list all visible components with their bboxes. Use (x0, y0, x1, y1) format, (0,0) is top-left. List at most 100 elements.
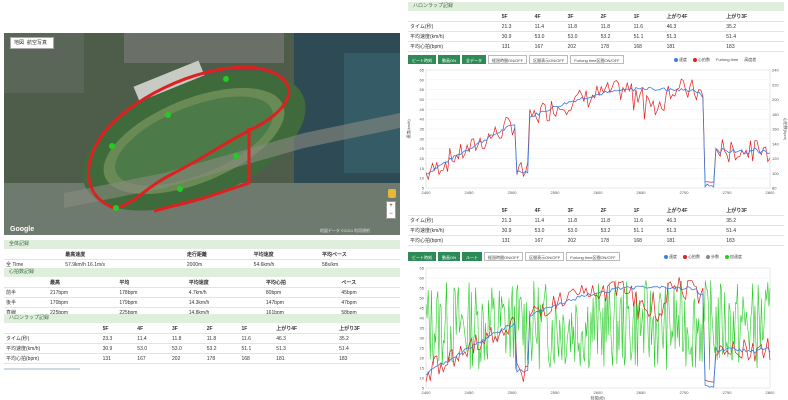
x-tick-label: 2400 (422, 190, 432, 195)
chart2-tab-section[interactable]: 区間表示ON/OFF (525, 252, 565, 261)
satellite-tab[interactable]: 航空写真 (27, 40, 48, 46)
chart1-tab-furlong[interactable]: Furlong time区間ON/OFF (570, 55, 624, 64)
chart2-tab-beat[interactable]: ビート時刻 (408, 252, 436, 261)
y-tick-label: 45 (420, 107, 425, 112)
pegman-icon[interactable] (388, 189, 396, 198)
x-tick-label: 2750 (723, 390, 733, 395)
legend-item: 高度差 (744, 57, 757, 62)
y-tick-label: 15 (420, 166, 425, 171)
x-tick-label: 2400 (422, 390, 432, 395)
y-tick-label: 30 (420, 336, 425, 341)
x-axis-label: 時間(秒) (591, 395, 606, 400)
x-tick-label: 2450 (465, 190, 475, 195)
chart1-tab-video[interactable]: 動画ON (438, 55, 460, 64)
x-tick-label: 2600 (594, 190, 604, 195)
y-tick-label: 45 (420, 306, 425, 311)
x-tick-label: 2800 (766, 190, 776, 195)
table-header-row: 5F 4F 3F 2F 1F 上がり4F 上がり3F (408, 12, 784, 22)
y2-tick-label: 220 (772, 82, 779, 87)
chart2-tab-elapsed[interactable]: 経過時間ON/OFF (484, 252, 524, 261)
chart1-tab-elapsed[interactable]: 経過時間ON/OFF (488, 55, 528, 64)
zoom-in-button[interactable]: + (389, 203, 393, 209)
y-tick-label: 55 (420, 87, 425, 92)
y2-tick-label: 120 (772, 156, 779, 161)
chart2-tab-furlong[interactable]: Furlong time区間ON/OFF (566, 252, 620, 261)
speed-heart-chart[interactable]: 65 60 55 50 45 40 35 30 25 20 15 10 5 240 220 200 180 160… (404, 64, 788, 200)
x-tick-label: 2500 (508, 190, 518, 195)
table-row: タイム(秒) 23.3 11.4 11.8 11.8 11.6 46.3 35.2 (4, 333, 400, 344)
google-logo: Google (10, 226, 35, 233)
y2-tick-label: 100 (772, 171, 779, 176)
chart1-tabs: ビート時刻 動画ON 全データ 経過時間ON/OFF 区間表示ON/OFF Fu… (408, 55, 624, 64)
y-tick-label: 60 (420, 77, 425, 82)
lap-title: ハロンラップ記録 (4, 314, 400, 323)
map-type-toggle[interactable]: 地図 航空写真 (10, 37, 55, 49)
x-tick-label: 2650 (637, 390, 647, 395)
table-row: 平均心拍(bpm) 131 167 202 178 168 181 183 (408, 41, 784, 52)
y-tick-label: 15 (420, 366, 425, 371)
y-tick-label: 10 (420, 376, 425, 381)
legend-item: 心拍数 (683, 254, 700, 260)
y-tick-label: 35 (420, 326, 425, 331)
x-tick-label: 2550 (551, 190, 561, 195)
zoom-control[interactable]: + − (386, 201, 396, 219)
chart2-tab-video[interactable]: 動画ON (438, 252, 460, 261)
chart1-tab-section[interactable]: 区間表示ON/OFF (529, 55, 569, 64)
y-tick-label: 50 (420, 97, 425, 102)
legend-item: 速度 (664, 254, 677, 260)
legend-item: 心拍数 (693, 57, 710, 63)
table-row: タイム(秒) 21.3 11.4 11.8 11.8 11.6 46.3 35.2 (408, 21, 784, 32)
scrollbar[interactable] (4, 368, 80, 370)
chart2-legend: 速度 心拍数 歩数 加速度 (664, 254, 742, 260)
chart1-legend: 速度 心拍数 Furlong time 高度差 (674, 57, 756, 63)
series-line-heart-rate (425, 277, 771, 383)
table-row: 平均速度(km/h) 30.9 53.0 53.0 53.2 51.1 51.3 51.4 (408, 31, 784, 42)
y-tick-label: 5 (422, 186, 425, 191)
y2-axis-label: 心拍数(bpm) (783, 118, 788, 141)
chart2-tabs: ビート時刻 動画ON ルート 経過時間ON/OFF 区間表示ON/OFF Fur… (408, 252, 620, 261)
table-row: 平均速度(km/h) 30.9 53.0 53.0 53.2 51.1 51.3 51.4 (4, 343, 400, 354)
chart2-tab-route[interactable]: ルート (462, 252, 482, 261)
table-row: 前半 217bpm 178bpm 4.7km/h 80bpm 45bpm (4, 287, 400, 298)
gps-track (87, 65, 291, 213)
series-line-speed (425, 285, 771, 388)
table-row: タイム(秒) 21.3 11.4 11.8 11.8 11.6 46.3 35.2 (408, 215, 784, 226)
legend-item: 歩数 (706, 254, 719, 260)
summary-title: 全体記録 (4, 240, 400, 249)
zoom-out-button[interactable]: − (389, 211, 393, 217)
chart1-tab-beat[interactable]: ビート時刻 (408, 55, 436, 64)
y-tick-label: 40 (420, 316, 425, 321)
map-footer: 地図データ ©2024 利用規約 (319, 228, 370, 233)
map-tab[interactable]: 地図 (14, 40, 25, 46)
x-tick-label: 2800 (766, 390, 776, 395)
y2-tick-label: 180 (772, 112, 779, 117)
x-tick-label: 2500 (508, 390, 518, 395)
y-tick-label: 25 (420, 146, 425, 151)
course-map[interactable]: 地図 航空写真 + − Google 地図データ ©2024 利用規約 (4, 33, 400, 235)
y-tick-label: 60 (420, 276, 425, 281)
table-header-row: 5F 4F 3F 2F 1F 上がり4F 上がり3F (4, 324, 400, 334)
legend-item: Furlong time (716, 57, 739, 62)
table-row: 平均心拍(bpm) 131 167 202 178 168 181 183 (408, 235, 784, 246)
table-header-row: 最高速度 走行距離 平均速度 平均ペース (4, 250, 400, 260)
summary-table: 最高速度 走行距離 平均速度 平均ペース 全 Time 57.9km/h 16.1m/s… (4, 250, 400, 270)
legend-item: 加速度 (725, 254, 742, 260)
y-axis-label: 速度(km/h) (405, 119, 411, 139)
y2-tick-label: 200 (772, 97, 779, 102)
x-tick-label: 2550 (551, 390, 561, 395)
chart1-tab-all[interactable]: 全データ (462, 55, 486, 64)
y2-tick-label: 140 (772, 141, 779, 146)
y-tick-label: 30 (420, 136, 425, 141)
x-tick-label: 2450 (465, 390, 475, 395)
y2-tick-label: 160 (772, 127, 779, 132)
left-panel: 地図 航空写真 + − Google 地図データ ©2024 利用規約 全体記録 … (4, 33, 400, 370)
series-line-speed (426, 86, 771, 189)
y-tick-label: 50 (420, 296, 425, 301)
y-tick-label: 20 (420, 156, 425, 161)
x-tick-label: 2700 (680, 190, 690, 195)
top-lap-title: ハロンラップ記録 (408, 2, 784, 11)
y-tick-label: 25 (420, 346, 425, 351)
table-row: 平均速度(km/h) 30.9 53.0 53.0 53.2 51.1 51.3 51.4 (408, 225, 784, 236)
mid-lap-table: 5F 4F 3F 2F 1F 上がり4F 上がり3F タイム(秒) 21.3 11.4 11.8 1… (408, 206, 784, 246)
